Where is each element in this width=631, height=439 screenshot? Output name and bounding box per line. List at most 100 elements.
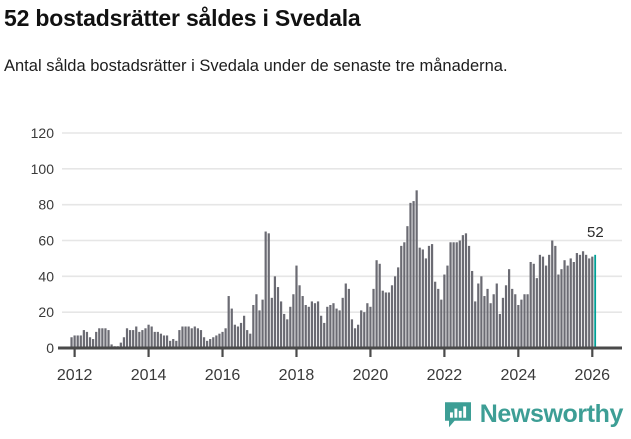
bar (566, 265, 569, 348)
bar (452, 242, 455, 348)
bar (467, 245, 471, 349)
bar (313, 303, 317, 348)
bar (196, 328, 199, 348)
bar (267, 233, 270, 348)
bar (233, 324, 236, 348)
x-axis-tick-label: 2018 (279, 367, 315, 384)
bar (517, 305, 520, 348)
bar (178, 330, 181, 348)
bar (206, 340, 209, 348)
bar (316, 301, 320, 348)
bar (221, 331, 224, 349)
bar (486, 288, 489, 349)
bar (286, 319, 289, 348)
newsworthy-logo: Newsworthy (443, 399, 623, 429)
bar (372, 288, 375, 349)
bar (128, 330, 132, 348)
bar (544, 265, 548, 348)
bar (246, 330, 249, 348)
bar (95, 331, 98, 349)
bar (397, 267, 400, 349)
bar (400, 245, 403, 349)
bar (82, 330, 85, 348)
bar (181, 326, 184, 348)
y-axis-tick-label: 60 (38, 233, 54, 249)
bar (153, 331, 156, 349)
x-axis-tick-label: 2022 (427, 367, 463, 384)
bar (434, 281, 437, 348)
bar (378, 263, 381, 348)
bar (147, 324, 150, 348)
bar (301, 296, 304, 348)
bar (350, 319, 354, 348)
bar (461, 235, 464, 349)
x-axis-tick-label: 2016 (205, 367, 241, 384)
bar (406, 226, 409, 348)
bar (504, 285, 508, 348)
bar (332, 303, 335, 348)
bar (591, 256, 594, 349)
bar (507, 269, 511, 348)
bar (415, 190, 418, 348)
chart-x-axis-labels: 2012 2014 2016 2018 2020 2022 2024 2026 (57, 367, 610, 384)
bar (101, 328, 104, 348)
x-axis-tick-label: 2020 (353, 367, 389, 384)
bar (107, 330, 110, 348)
bar (535, 278, 538, 349)
y-axis-tick-label: 120 (31, 125, 55, 141)
bar (446, 265, 449, 348)
bar (70, 337, 73, 348)
bar (572, 262, 575, 348)
bar (264, 231, 267, 348)
bar (483, 296, 486, 348)
bar (261, 299, 264, 349)
bar (366, 303, 369, 348)
bar (270, 297, 273, 348)
bar (329, 305, 332, 348)
bar (310, 301, 313, 348)
bar (532, 263, 535, 348)
bar (88, 337, 92, 348)
bar (480, 276, 483, 348)
bar (474, 301, 477, 348)
bar (169, 340, 172, 348)
bar (449, 242, 452, 348)
bar (443, 274, 446, 348)
brand-name: Newsworthy (479, 399, 624, 428)
y-axis-tick-label: 100 (31, 161, 55, 177)
bar (236, 326, 240, 348)
bar (335, 308, 338, 348)
bar (541, 256, 545, 349)
bar (581, 251, 585, 348)
bar (393, 276, 397, 348)
bar (427, 245, 431, 349)
bar (514, 294, 517, 348)
bar (455, 242, 458, 348)
bar (585, 254, 588, 348)
bar (242, 315, 246, 348)
x-axis-tick-label: 2012 (57, 367, 93, 384)
bar (249, 333, 252, 348)
bar (347, 288, 350, 349)
bar (172, 339, 175, 348)
x-axis-tick-label: 2014 (131, 367, 167, 384)
y-axis-tick-label: 0 (46, 340, 54, 356)
bar (495, 283, 498, 348)
bar (209, 339, 212, 348)
bar (184, 326, 187, 348)
bar (523, 294, 526, 348)
bar (375, 260, 378, 348)
bar (276, 287, 280, 348)
bar (548, 254, 551, 348)
bar (458, 240, 461, 348)
y-axis-tick-label: 40 (38, 268, 54, 284)
bar (498, 313, 501, 348)
bar (215, 335, 218, 348)
bar (557, 274, 560, 348)
bar (529, 262, 532, 348)
bar (110, 344, 113, 348)
bar (218, 333, 221, 348)
bar (159, 333, 163, 348)
bar (227, 296, 230, 348)
bar (578, 254, 582, 348)
